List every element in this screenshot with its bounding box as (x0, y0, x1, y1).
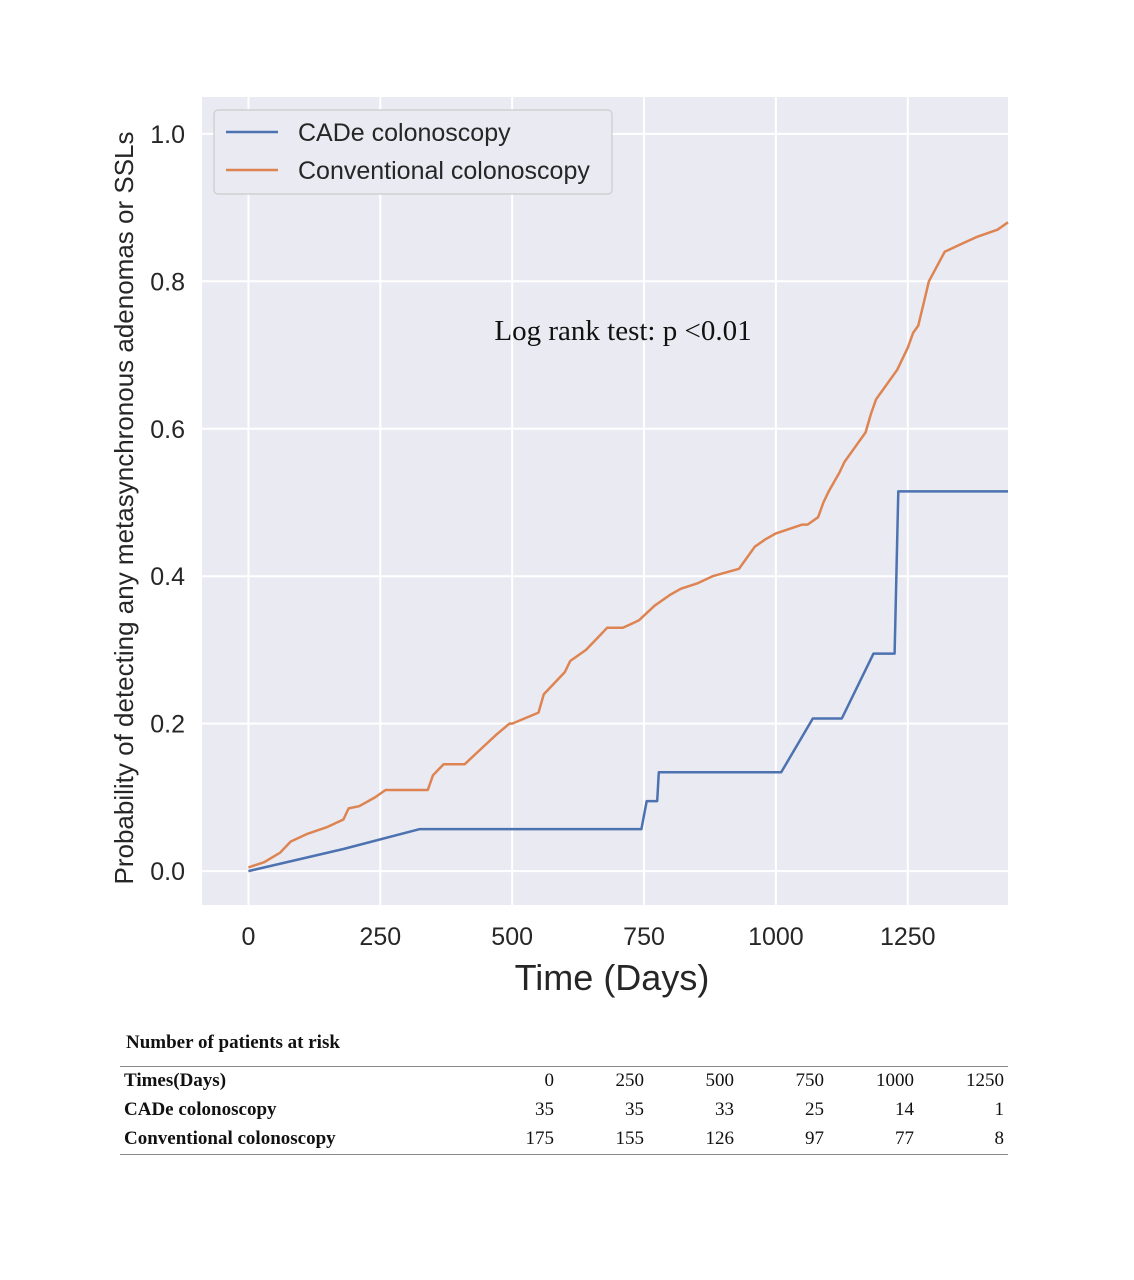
risk-cell: 1 (994, 1099, 1005, 1120)
risk-cell: 25 (805, 1099, 824, 1120)
risk-cell: 8 (994, 1128, 1005, 1149)
series-line-conventional (248, 221, 1009, 869)
risk-header-time: 250 (615, 1070, 645, 1091)
y-tick-labels: 0.0 0.2 0.4 0.6 0.8 1.0 (150, 121, 185, 886)
x-tick-label: 750 (623, 923, 665, 951)
risk-cell: 33 (715, 1099, 734, 1120)
x-tick-label: 250 (359, 923, 401, 951)
x-axis-title: Time (Days) (515, 957, 710, 998)
series-line-cade (248, 490, 1008, 873)
risk-cell: 175 (525, 1128, 555, 1149)
risk-row-label: Conventional colonoscopy (124, 1128, 336, 1149)
y-tick-label: 0.0 (150, 858, 185, 886)
risk-table-row-conventional: Conventional colonoscopy 175 155 126 97 … (120, 1125, 1008, 1155)
risk-table-title: Number of patients at risk (126, 1032, 340, 1053)
chart-annotation: Log rank test: p <0.01 (494, 315, 751, 347)
x-tick-label: 500 (491, 923, 533, 951)
y-tick-label: 0.2 (150, 711, 185, 739)
y-tick-label: 0.8 (150, 268, 185, 296)
risk-header-time: 500 (705, 1070, 735, 1091)
risk-table-row-cade: CADe colonoscopy 35 35 33 25 14 1 (120, 1096, 1008, 1125)
risk-cell: 35 (535, 1099, 554, 1120)
series (248, 221, 1009, 873)
risk-header-time: 1000 (876, 1070, 914, 1091)
risk-header-label: Times(Days) (124, 1070, 227, 1091)
risk-table: Times(Days) 0 250 500 750 1000 1250 CADe… (120, 1066, 1008, 1155)
x-tick-label: 0 (241, 923, 255, 951)
risk-cell: 155 (615, 1128, 645, 1149)
risk-row-label: CADe colonoscopy (124, 1099, 277, 1120)
risk-header-time: 1250 (966, 1070, 1004, 1091)
risk-header-time: 0 (544, 1070, 555, 1091)
risk-cell: 77 (895, 1128, 914, 1149)
risk-table-header-row: Times(Days) 0 250 500 750 1000 1250 (120, 1066, 1008, 1097)
risk-cell: 14 (895, 1099, 914, 1120)
risk-table-section: Number of patients at risk Times(Days) 0… (120, 1032, 1008, 1155)
plot-area (202, 97, 1008, 905)
legend-label-cade: CADe colonoscopy (298, 119, 511, 147)
risk-cell: 97 (805, 1128, 824, 1149)
y-axis-title: Probability of detecting any metasynchro… (109, 132, 139, 885)
km-chart: 0 250 500 750 1000 1250 0.0 0.2 0.4 0.6 0.8 1.0 Lo… (109, 97, 1009, 998)
legend-label-conventional: Conventional colonoscopy (298, 157, 590, 185)
risk-cell: 126 (705, 1128, 735, 1149)
x-tick-label: 1000 (748, 923, 804, 951)
legend: CADe colonoscopy Conventional colonoscop… (213, 109, 613, 195)
y-tick-label: 0.6 (150, 416, 185, 444)
risk-cell: 35 (625, 1099, 644, 1120)
x-tick-labels: 0 250 500 750 1000 1250 (241, 923, 935, 951)
risk-header-time: 750 (795, 1070, 825, 1091)
legend-box (213, 109, 613, 195)
y-tick-label: 0.4 (150, 563, 185, 591)
x-tick-label: 1250 (880, 923, 936, 951)
y-tick-label: 1.0 (150, 121, 185, 149)
